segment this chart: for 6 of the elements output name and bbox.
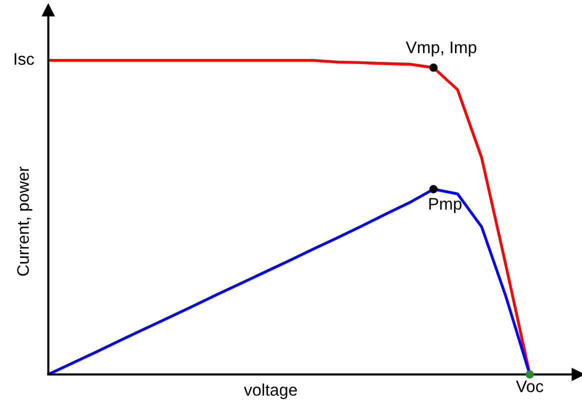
annotation: Pmp [429,198,462,214]
text: Vmp, Imp [406,42,476,57]
y-axis-title: Current, power [17,166,32,276]
text: Isc [14,53,34,65]
x-axis-title: voltage [244,384,297,400]
text: Voc [516,380,544,392]
